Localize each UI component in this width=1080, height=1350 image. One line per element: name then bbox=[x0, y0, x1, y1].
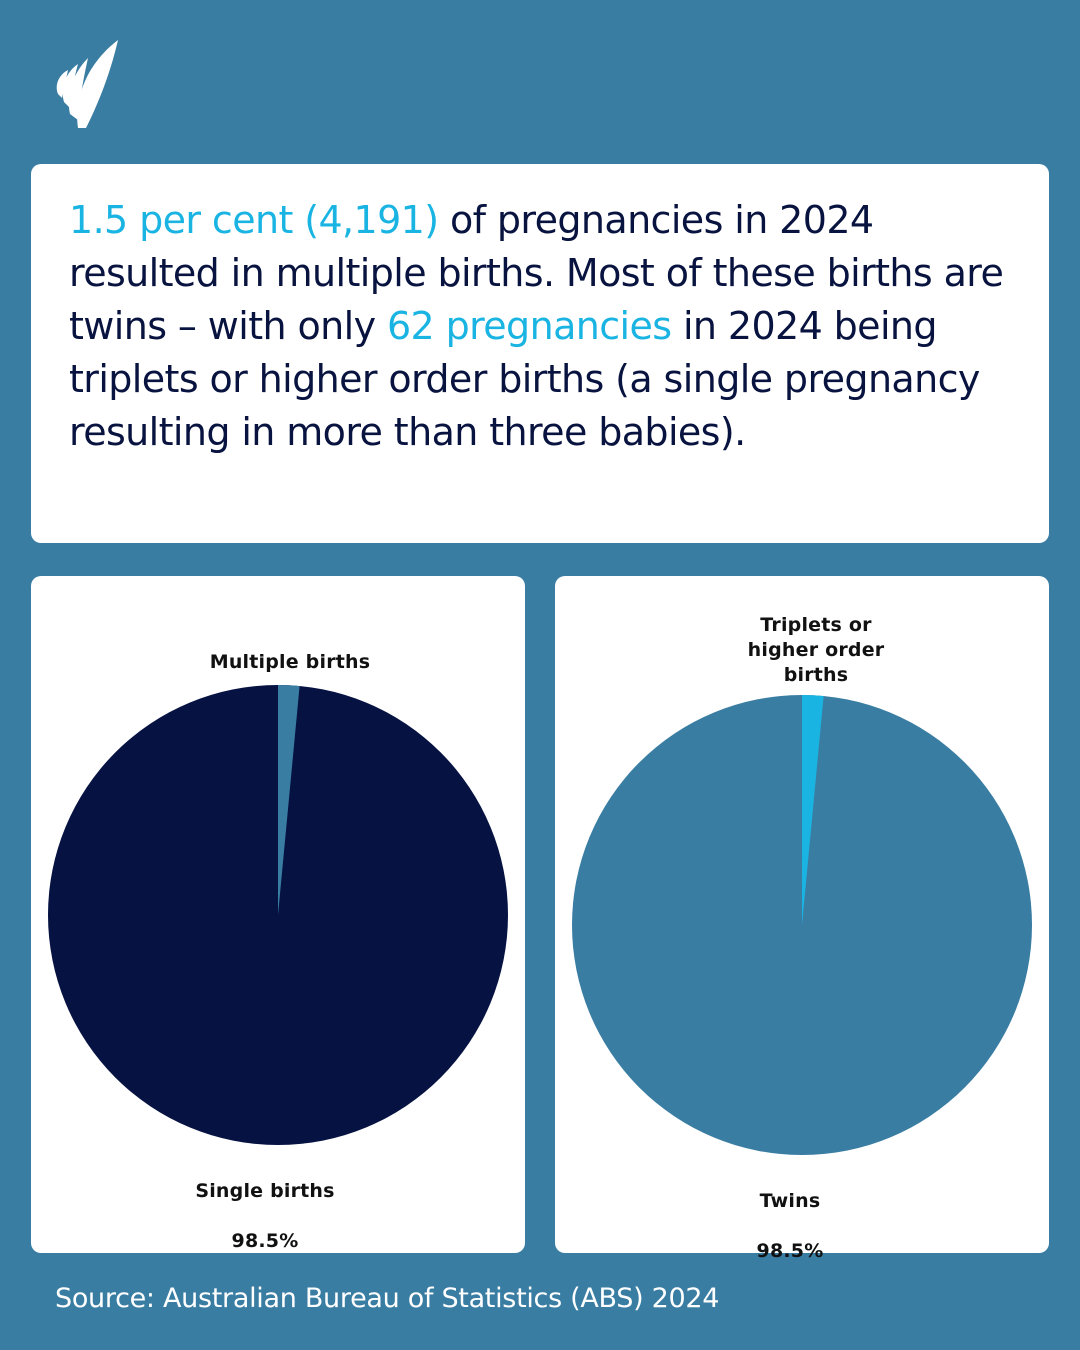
pie-chart-births bbox=[48, 684, 508, 1145]
source-citation: Source: Australian Bureau of Statistics … bbox=[55, 1283, 720, 1314]
pie-slice-multiple-births bbox=[278, 684, 300, 915]
headline-card: 1.5 per cent (4,191) of pregnancies in 2… bbox=[31, 164, 1049, 543]
headline-text-part-1: of pregnancies in 2024 resulted in multi… bbox=[69, 198, 1004, 348]
pie-label-twins: Twins 98.5% bbox=[757, 1164, 824, 1289]
headline-highlight-percent: 1.5 per cent (4,191) bbox=[69, 198, 439, 242]
headline-highlight-count: 62 pregnancies bbox=[386, 304, 672, 348]
pie-label-name: Twins bbox=[759, 1190, 821, 1212]
sbs-flame-logo-icon bbox=[56, 40, 118, 128]
pie-chart-card-births: Multiple births 1.5% Single births 98.5% bbox=[31, 576, 525, 1253]
pie-label-single-births: Single births 98.5% bbox=[195, 1154, 334, 1279]
pie-label-value: 98.5% bbox=[231, 1230, 299, 1252]
pie-label-name: Multiple births bbox=[209, 651, 371, 673]
pie-label-value: 98.5% bbox=[756, 1240, 824, 1262]
pie-chart-card-multiple-births: Triplets or higher order births 1.5% Twi… bbox=[555, 576, 1049, 1262]
pie-label-triplets: Triplets or higher order births 1.5% bbox=[748, 588, 885, 763]
pie-slice-triplets bbox=[802, 694, 824, 925]
pie-chart-multiple-births bbox=[572, 694, 1032, 1155]
pie-label-name: Single births bbox=[195, 1180, 335, 1202]
headline-text: 1.5 per cent (4,191) of pregnancies in 2… bbox=[69, 194, 1013, 459]
headline-text-part-2: in 2024 being triplets or higher order b… bbox=[69, 304, 980, 454]
pie-label-name: Triplets or higher order births bbox=[747, 614, 885, 686]
